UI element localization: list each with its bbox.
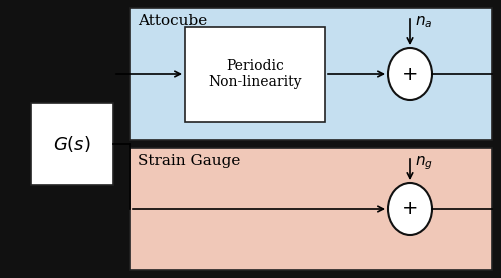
Bar (185, 26, 324, 121)
Ellipse shape (387, 48, 431, 100)
Text: Periodic
Non-linearity: Periodic Non-linearity (208, 59, 301, 89)
Text: Attocube: Attocube (138, 14, 207, 28)
Bar (31, 103, 113, 185)
Text: $G(s)$: $G(s)$ (53, 134, 91, 154)
Bar (130, 148, 491, 270)
Bar (130, 8, 491, 140)
Text: $n_g$: $n_g$ (414, 154, 432, 172)
Text: Strain Gauge: Strain Gauge (138, 154, 240, 168)
Text: +: + (401, 64, 417, 83)
Ellipse shape (387, 183, 431, 235)
Text: $n_a$: $n_a$ (414, 14, 432, 30)
Text: +: + (401, 200, 417, 219)
